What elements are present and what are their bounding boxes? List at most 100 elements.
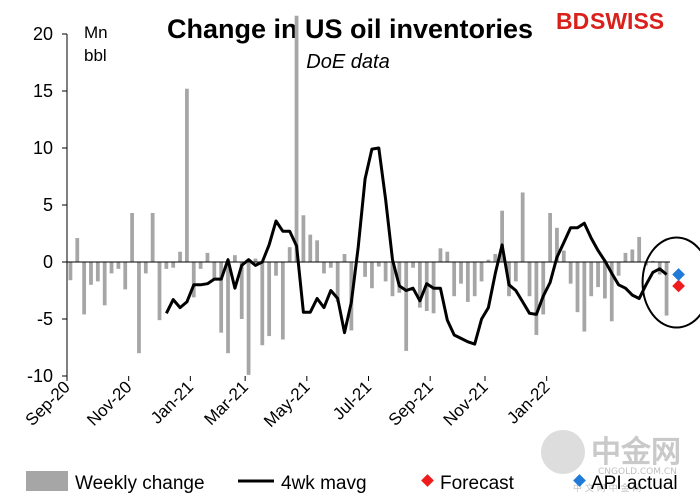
bar — [513, 262, 518, 282]
bar — [472, 262, 477, 297]
bar — [301, 215, 306, 262]
bar — [185, 88, 189, 262]
highlight-circle — [641, 236, 700, 329]
bar — [397, 262, 402, 293]
bar — [582, 262, 587, 332]
y-tick-label: 0 — [43, 252, 53, 272]
x-axis: Sep-20 Nov-20 Jan-21 Mar-21 May-21 Jul-21 Sep-… — [22, 376, 553, 431]
bar — [383, 262, 388, 282]
legend-swatch-forecast — [421, 474, 434, 487]
bar — [89, 262, 93, 285]
bar — [527, 262, 532, 297]
x-tick-label: Nov-21 — [440, 377, 492, 429]
brand-swiss: SWISS — [590, 8, 664, 34]
bar — [205, 252, 210, 262]
bar — [486, 259, 491, 262]
bar — [465, 262, 470, 302]
bar — [82, 262, 87, 315]
y-axis-unit-line1: Mn — [84, 23, 108, 42]
bar — [226, 262, 230, 354]
bar — [596, 262, 600, 288]
legend-mavg: 4wk mavg — [281, 473, 367, 494]
bar — [239, 262, 244, 319]
bar — [335, 262, 340, 302]
bar — [376, 262, 381, 267]
legend-forecast: Forecast — [440, 473, 515, 494]
bar — [363, 262, 367, 277]
mavg-line — [165, 146, 668, 346]
watermark: 中金网 CNGOLD.COM.CN 中 文 网 中 金 网 — [541, 430, 681, 494]
bar — [637, 236, 642, 262]
bar — [322, 262, 326, 274]
y-tick-label: -10 — [27, 366, 53, 386]
bar — [493, 254, 498, 262]
bar — [143, 262, 148, 274]
brand-bd: BD — [556, 8, 589, 34]
weekly-change-bars — [68, 15, 669, 375]
legend: Weekly change 4wk mavg Forecast API actu… — [26, 471, 678, 494]
x-tick-label: Jan-22 — [503, 377, 553, 427]
x-tick-label: Mar-21 — [200, 377, 252, 429]
bar — [459, 262, 463, 284]
bar — [191, 262, 196, 298]
watermark-text: 中金网 — [591, 435, 681, 470]
bar — [157, 262, 162, 321]
bar — [589, 262, 594, 297]
bar — [130, 212, 134, 262]
bar — [212, 262, 217, 281]
bar — [171, 262, 176, 268]
bar — [541, 262, 546, 315]
bar — [102, 262, 107, 306]
x-tick-label: Nov-20 — [83, 377, 135, 429]
bar — [219, 262, 224, 333]
bar — [246, 262, 251, 375]
bar — [280, 262, 285, 340]
bar — [623, 252, 628, 262]
bar — [452, 262, 457, 297]
bar — [603, 262, 607, 299]
chart-title: Change in US oil inventories — [167, 14, 533, 44]
y-axis: 20 15 10 5 0 -5 -10 — [27, 24, 67, 386]
y-tick-label: 10 — [33, 138, 53, 158]
bar — [390, 262, 395, 297]
bar — [95, 262, 100, 282]
x-tick-label: Jan-21 — [147, 377, 197, 427]
bar — [418, 262, 422, 308]
x-tick-label: May-21 — [260, 377, 314, 431]
x-tick-label: Sep-21 — [385, 377, 437, 429]
bar — [445, 251, 450, 262]
watermark-url: CNGOLD.COM.CN — [598, 467, 677, 477]
bar — [438, 248, 443, 262]
bar — [274, 262, 278, 276]
bar — [630, 249, 635, 262]
bar — [123, 262, 128, 290]
bar — [568, 262, 573, 284]
bar — [116, 262, 121, 269]
bar — [109, 262, 114, 274]
y-axis-unit-line2: bbl — [84, 46, 107, 65]
bar — [664, 262, 669, 316]
bar — [164, 262, 169, 269]
bar — [253, 258, 258, 262]
bar — [328, 262, 333, 268]
bar — [479, 262, 484, 282]
bar — [534, 262, 539, 335]
bar — [150, 212, 155, 262]
brand-logo: BD SWISS — [556, 8, 664, 34]
y-tick-label: 20 — [33, 24, 53, 44]
chart-subtitle: DoE data — [306, 51, 389, 73]
bar — [500, 210, 505, 262]
bar — [294, 15, 299, 263]
bar — [561, 250, 566, 262]
bar — [575, 262, 580, 313]
bar — [68, 262, 73, 281]
bar — [555, 227, 559, 262]
bar — [548, 212, 552, 262]
bar — [137, 262, 141, 354]
bar — [356, 260, 361, 262]
bar — [178, 251, 182, 262]
legend-weekly: Weekly change — [75, 473, 205, 494]
watermark-logo-icon — [541, 430, 585, 474]
bar — [404, 262, 409, 351]
